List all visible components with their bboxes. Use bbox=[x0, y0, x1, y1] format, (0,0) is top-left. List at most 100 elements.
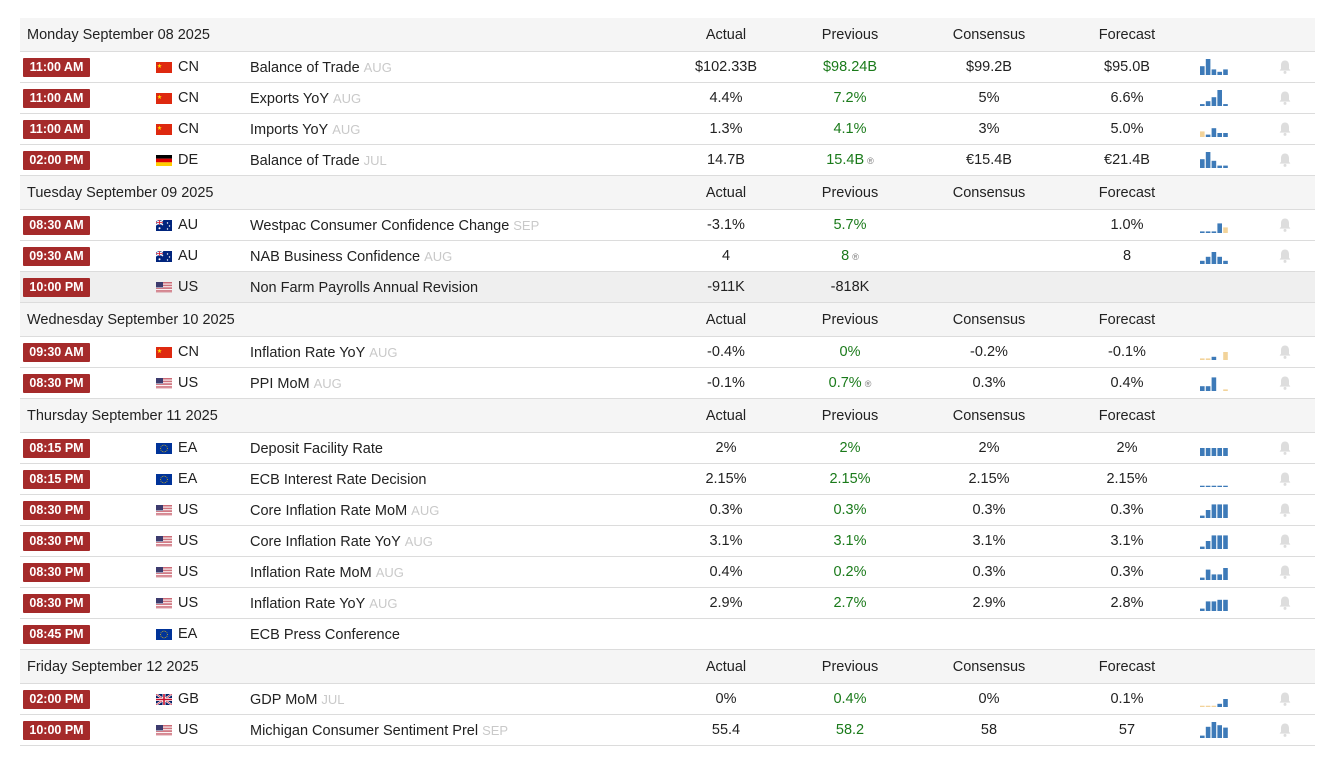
sparkline-chart[interactable] bbox=[1200, 374, 1230, 392]
event-name-link[interactable]: Non Farm Payrolls Annual Revision bbox=[250, 272, 482, 304]
event-name-link[interactable]: Westpac Consumer Confidence Change SEP bbox=[250, 210, 539, 242]
alert-bell-icon[interactable] bbox=[1278, 691, 1292, 707]
event-row[interactable]: 08:15 PM EA ECB Interest Rate Decision 2… bbox=[20, 464, 1315, 495]
event-row[interactable]: 08:30 PM US PPI MoM AUG -0.1% 0.7% ® 0.3% … bbox=[20, 368, 1315, 399]
event-name-link[interactable]: Inflation Rate MoM AUG bbox=[250, 557, 404, 589]
event-name-link[interactable]: Imports YoY AUG bbox=[250, 114, 360, 146]
event-name-link[interactable]: Core Inflation Rate MoM AUG bbox=[250, 495, 439, 527]
alert-bell-icon[interactable] bbox=[1278, 59, 1292, 75]
alert-bell-icon[interactable] bbox=[1278, 152, 1292, 168]
event-previous: 2.7% bbox=[833, 595, 867, 611]
sparkline-bar bbox=[1223, 568, 1228, 580]
alert-bell-icon[interactable] bbox=[1278, 440, 1292, 456]
alert-bell-icon[interactable] bbox=[1278, 564, 1292, 580]
alert-bell-icon[interactable] bbox=[1278, 90, 1292, 106]
event-previous-wrap: 0% bbox=[790, 337, 910, 368]
event-row[interactable]: 08:30 PM US Core Inflation Rate MoM AUG 0… bbox=[20, 495, 1315, 526]
sparkline-chart[interactable] bbox=[1200, 120, 1230, 138]
alert-bell-icon[interactable] bbox=[1278, 248, 1292, 264]
event-previous: 0.4% bbox=[833, 691, 867, 707]
event-name-link[interactable]: Balance of Trade JUL bbox=[250, 145, 387, 177]
event-row[interactable]: 08:15 PM EA Deposit Facility Rate 2% 2% … bbox=[20, 433, 1315, 464]
alert-bell-icon[interactable] bbox=[1278, 471, 1292, 487]
event-name-link[interactable]: Core Inflation Rate YoY AUG bbox=[250, 526, 433, 558]
sparkline-bar bbox=[1211, 160, 1217, 168]
event-name-link[interactable]: ECB Press Conference bbox=[250, 619, 404, 651]
event-name-link[interactable]: NAB Business Confidence AUG bbox=[250, 241, 452, 273]
sparkline-chart[interactable] bbox=[1200, 439, 1230, 457]
event-reference-period: AUG bbox=[369, 345, 398, 360]
event-name-link[interactable]: Inflation Rate YoY AUG bbox=[250, 588, 397, 620]
event-time-badge: 09:30 AM bbox=[23, 247, 90, 266]
alert-bell-icon[interactable] bbox=[1278, 595, 1292, 611]
event-name-link[interactable]: GDP MoM JUL bbox=[250, 684, 345, 716]
event-name-link[interactable]: Inflation Rate YoY AUG bbox=[250, 337, 397, 369]
alert-bell-icon[interactable] bbox=[1278, 502, 1292, 518]
sparkline-chart[interactable] bbox=[1200, 501, 1230, 519]
event-row[interactable]: 08:30 PM US Inflation Rate MoM AUG 0.4% 0… bbox=[20, 557, 1315, 588]
sparkline-chart[interactable] bbox=[1200, 343, 1230, 361]
sparkline-chart[interactable] bbox=[1200, 470, 1230, 488]
event-row[interactable]: 10:00 PM US Michigan Consumer Sentiment … bbox=[20, 715, 1315, 746]
event-consensus: 0% bbox=[978, 691, 1000, 707]
col-forecast-header: Forecast bbox=[1098, 185, 1156, 201]
sparkline-bar bbox=[1211, 252, 1217, 264]
alert-bell-icon[interactable] bbox=[1278, 533, 1292, 549]
sparkline-bar bbox=[1205, 510, 1211, 518]
sparkline-chart[interactable] bbox=[1200, 58, 1230, 76]
alert-bell-icon[interactable] bbox=[1278, 722, 1292, 738]
event-row[interactable]: 11:00 AM CN Imports YoY AUG 1.3% 4.1% 3% … bbox=[20, 114, 1315, 145]
sparkline-chart[interactable] bbox=[1200, 563, 1230, 581]
event-time-badge: 08:15 PM bbox=[23, 470, 90, 489]
event-previous: 5.7% bbox=[833, 217, 867, 233]
country-flag-icon bbox=[156, 725, 172, 736]
event-row[interactable]: 11:00 AM CN Exports YoY AUG 4.4% 7.2% 5% … bbox=[20, 83, 1315, 114]
event-row[interactable]: 10:00 PM US Non Farm Payrolls Annual Rev… bbox=[20, 272, 1315, 303]
sparkline-chart[interactable] bbox=[1200, 532, 1230, 550]
event-row[interactable]: 08:30 PM US Inflation Rate YoY AUG 2.9% 2… bbox=[20, 588, 1315, 619]
event-row[interactable]: 11:00 AM CN Balance of Trade AUG $102.33B… bbox=[20, 52, 1315, 83]
sparkline-bar bbox=[1211, 97, 1217, 106]
event-consensus: 0.3% bbox=[972, 564, 1006, 580]
event-row[interactable]: 08:30 PM US Core Inflation Rate YoY AUG 3… bbox=[20, 526, 1315, 557]
event-actual: -911K bbox=[707, 279, 745, 295]
event-name-link[interactable]: Balance of Trade AUG bbox=[250, 52, 392, 84]
event-row[interactable]: 08:30 AM AU Westpac Consumer Confidence … bbox=[20, 210, 1315, 241]
event-name-link[interactable]: Michigan Consumer Sentiment Prel SEP bbox=[250, 715, 508, 747]
event-row[interactable]: 09:30 AM AU NAB Business Confidence AUG 4… bbox=[20, 241, 1315, 272]
event-name-link[interactable]: PPI MoM AUG bbox=[250, 368, 342, 400]
event-actual: 2% bbox=[715, 440, 737, 456]
event-row[interactable]: 02:00 PM GB GDP MoM JUL 0% 0.4% 0% 0.1% bbox=[20, 684, 1315, 715]
event-row[interactable]: 09:30 AM CN Inflation Rate YoY AUG -0.4% … bbox=[20, 337, 1315, 368]
sparkline-chart[interactable] bbox=[1200, 594, 1230, 612]
event-previous: 4.1% bbox=[833, 121, 867, 137]
sparkline-chart[interactable] bbox=[1200, 216, 1230, 234]
event-name-link[interactable]: ECB Interest Rate Decision bbox=[250, 464, 431, 496]
event-time-badge: 11:00 AM bbox=[23, 120, 90, 139]
sparkline-bar bbox=[1217, 535, 1222, 549]
sparkline-chart[interactable] bbox=[1200, 247, 1230, 265]
alert-bell-icon[interactable] bbox=[1278, 217, 1292, 233]
event-row[interactable]: 02:00 PM DE Balance of Trade JUL 14.7B 15… bbox=[20, 145, 1315, 176]
event-name: GDP MoM bbox=[250, 692, 318, 708]
sparkline-chart[interactable] bbox=[1200, 151, 1230, 169]
event-previous-wrap: 8 ® bbox=[790, 241, 910, 273]
country-flag-icon bbox=[156, 155, 172, 166]
event-name-link[interactable]: Exports YoY AUG bbox=[250, 83, 361, 115]
sparkline-chart[interactable] bbox=[1200, 89, 1230, 107]
sparkline-chart[interactable] bbox=[1200, 690, 1230, 708]
event-country: US bbox=[178, 533, 199, 549]
sparkline-chart[interactable] bbox=[1200, 721, 1230, 739]
event-time-badge: 02:00 PM bbox=[23, 690, 90, 709]
alert-bell-icon[interactable] bbox=[1278, 344, 1292, 360]
country-flag-icon bbox=[156, 378, 172, 389]
event-previous-wrap: 0.7% ® bbox=[790, 368, 910, 400]
country-flag-icon bbox=[156, 282, 172, 293]
event-reference-period: SEP bbox=[482, 723, 509, 738]
alert-bell-icon[interactable] bbox=[1278, 375, 1292, 391]
event-reference-period: AUG bbox=[369, 596, 398, 611]
alert-bell-icon[interactable] bbox=[1278, 121, 1292, 137]
event-previous: 3.1% bbox=[833, 533, 867, 549]
event-row[interactable]: 08:45 PM EA ECB Press Conference bbox=[20, 619, 1315, 650]
event-name-link[interactable]: Deposit Facility Rate bbox=[250, 433, 387, 465]
